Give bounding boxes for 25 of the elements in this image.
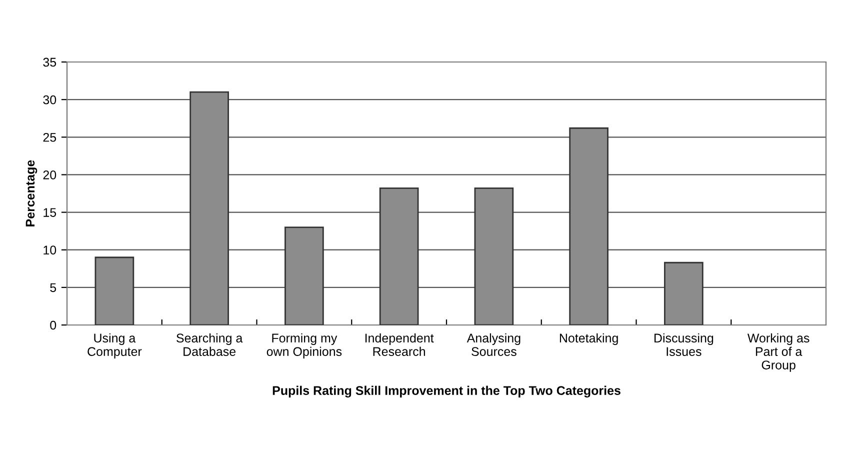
- y-axis-title: Percentage: [26, 160, 38, 226]
- x-axis-title: Pupils Rating Skill Improvement in the Top Two Categories: [272, 386, 620, 398]
- y-tick-label: 20: [43, 170, 56, 180]
- x-tick-label: Working as Part of a Group: [747, 333, 810, 372]
- bar: [190, 91, 229, 325]
- bar: [94, 256, 134, 325]
- bar: [474, 188, 514, 325]
- y-tick-label: 0: [50, 320, 56, 330]
- x-tick-label: Using a Computer: [88, 333, 142, 358]
- x-tick-label: Notetaking: [560, 333, 618, 345]
- y-tick-label: 5: [50, 283, 56, 292]
- y-tick-label: 30: [43, 95, 56, 104]
- y-tick-label: 10: [44, 246, 56, 255]
- x-tick-label: Independent Research: [365, 333, 434, 356]
- x-tick-label: Searching a Database: [176, 333, 243, 356]
- bar: [664, 262, 704, 325]
- bar: [569, 127, 608, 325]
- y-tick-label: 25: [43, 132, 56, 142]
- bar: [379, 188, 419, 325]
- y-tick-label: 35: [43, 58, 56, 67]
- x-tick-label: Discussing Issues: [654, 333, 714, 356]
- bar: [284, 226, 324, 325]
- x-tick-label: Analysing Sources: [466, 333, 520, 356]
- x-tick-label: Forming my own Opinions: [266, 333, 342, 358]
- y-tick-label: 15: [44, 208, 56, 217]
